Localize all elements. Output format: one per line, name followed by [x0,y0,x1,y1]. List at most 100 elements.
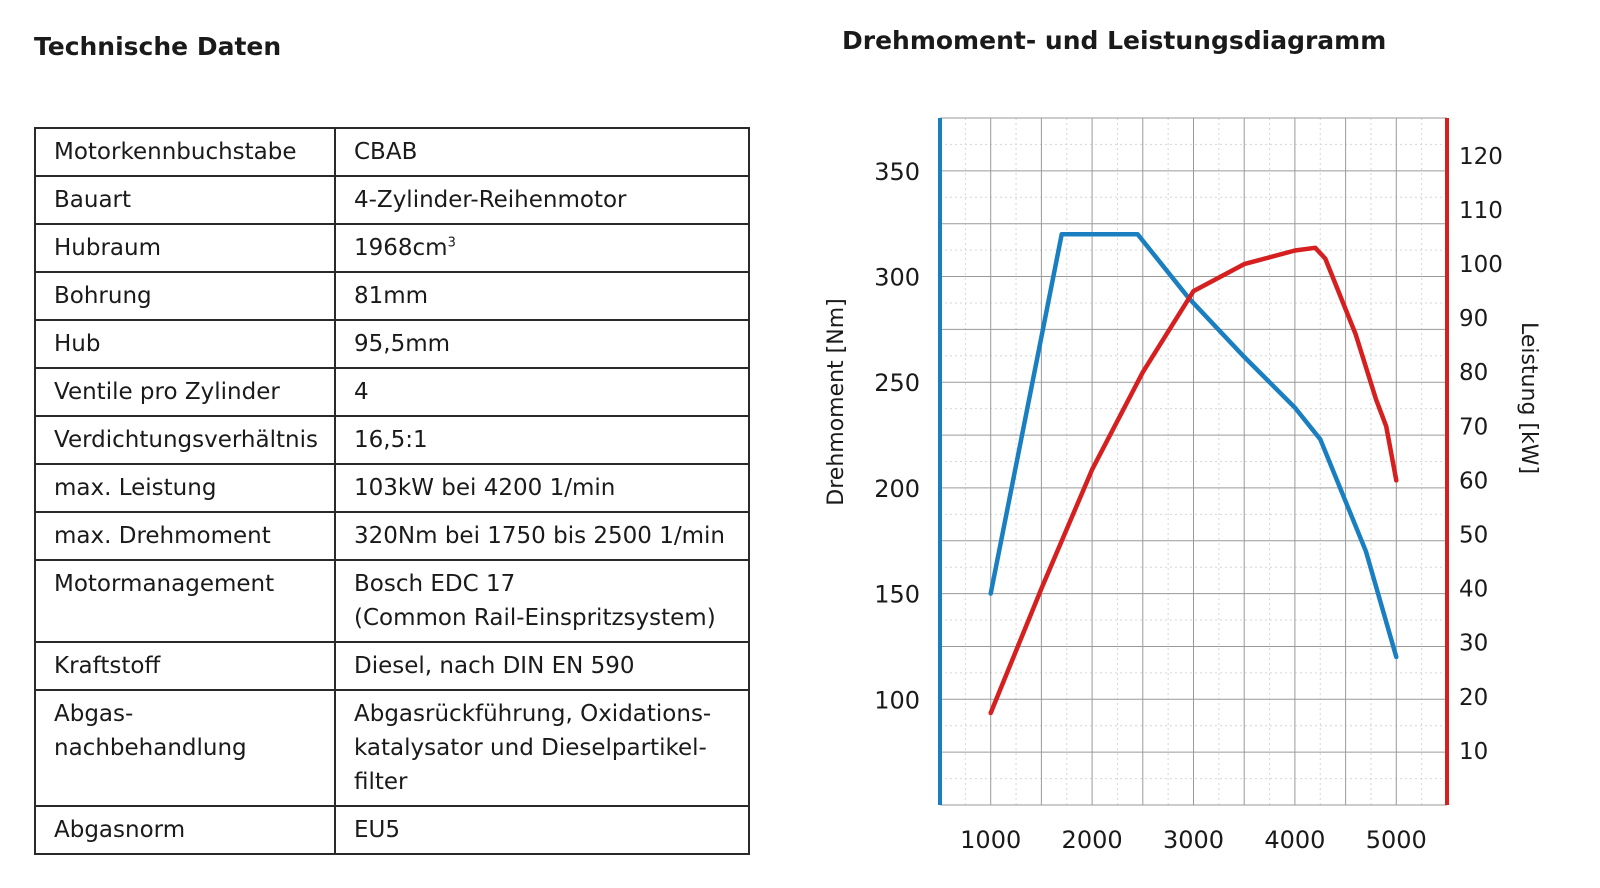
row-label: max. Leistung [34,463,336,513]
x-tick-label: 4000 [1264,826,1325,854]
row-label: Motorkennbuchstabe [34,127,336,177]
left-tick-label: 150 [874,581,920,609]
table-row: Bauart 4-Zylinder-Reihenmotor [34,175,750,225]
right-tick-label: 110 [1459,198,1503,224]
row-label-line: Verdichtungsverhältnis [54,427,318,453]
right-tick-label: 60 [1459,468,1488,494]
row-value: Bosch EDC 17 (Common Rail-Einspritzsystem… [334,559,750,643]
table-row: Abgas-nachbehandlung Abgasrückführung, Ox… [34,689,750,807]
right-tick-label: 80 [1459,360,1488,386]
chart-title: Drehmoment- und Leistungsdiagramm [842,26,1387,55]
row-value-line: 95,5mm [354,331,451,357]
table-row: Abgasnorm EU5 [34,805,750,855]
row-label-line: Hubraum [54,235,162,261]
row-value-line: filter [354,769,408,795]
table-row: Hubraum 1968cm3 [34,223,750,273]
row-value-line: 81mm [354,283,429,309]
row-value: Abgasrückführung, Oxidations-katalysator… [334,689,750,807]
right-tick-label: 90 [1459,306,1488,332]
row-label-line: Hub [54,331,101,357]
x-tick-label: 1000 [960,826,1021,854]
row-label: max. Drehmoment [34,511,336,561]
row-label-line: max. Drehmoment [54,523,271,549]
row-label: Hub [34,319,336,369]
table-row: Motorkennbuchstabe CBAB [34,127,750,177]
row-label: Ventile pro Zylinder [34,367,336,417]
row-value-line: EU5 [354,817,400,843]
x-tick-label: 3000 [1163,826,1224,854]
spec-table: Motorkennbuchstabe CBAB Bauart 4-Zylinder-R… [34,127,750,855]
left-tick-label: 250 [874,369,920,397]
row-label-line: Kraftstoff [54,653,161,679]
row-value-line: Abgasrückführung, Oxidations- [354,701,712,727]
right-axis-title: Leistung [kW] [1516,322,1541,474]
row-label-line: Abgas- [54,701,134,727]
row-value-line: (Common Rail-Einspritzsystem) [354,605,716,631]
row-value: 320Nm bei 1750 bis 2500 1/min [334,511,750,561]
table-row: max. Leistung 103kW bei 4200 1/min [34,463,750,513]
row-label: Abgasnorm [34,805,336,855]
table-title: Technische Daten [34,32,282,61]
row-value: 1968cm3 [334,223,750,273]
row-label-line: Bauart [54,187,132,213]
row-label: Hubraum [34,223,336,273]
power-curve [988,245,1399,716]
right-tick-label: 30 [1459,631,1488,657]
right-tick-label: 20 [1459,685,1488,711]
row-value: 95,5mm [334,319,750,369]
row-label-line: nachbehandlung [54,735,247,761]
left-tick-label: 100 [874,686,920,714]
table-row: Verdichtungsverhältnis 16,5:1 [34,415,750,465]
left-axis-title: Drehmoment [Nm] [824,298,849,505]
row-value-line: 103kW bei 4200 1/min [354,475,616,501]
row-value-line: Diesel, nach DIN EN 590 [354,653,635,679]
row-value-line: 4-Zylinder-Reihenmotor [354,187,627,213]
row-label-line: Ventile pro Zylinder [54,379,280,405]
right-tick-label: 100 [1459,252,1503,278]
row-value: 4 [334,367,750,417]
row-value: 4-Zylinder-Reihenmotor [334,175,750,225]
row-value: 81mm [334,271,750,321]
row-label: Abgas-nachbehandlung [34,689,336,807]
table-row: max. Drehmoment 320Nm bei 1750 bis 2500 1… [34,511,750,561]
row-value: 103kW bei 4200 1/min [334,463,750,513]
right-tick-label: 120 [1459,144,1503,170]
row-value-line: 4 [354,379,369,405]
row-label: Bauart [34,175,336,225]
row-value-line: katalysator und Dieselpartikel- [354,735,707,761]
table-row: Kraftstoff Diesel, nach DIN EN 590 [34,641,750,691]
superscript: 3 [447,235,456,251]
table-row: Hub 95,5mm [34,319,750,369]
table-row: Ventile pro Zylinder 4 [34,367,750,417]
row-label-line: Motormanagement [54,571,275,597]
left-tick-label: 200 [874,475,920,503]
row-label: Verdichtungsverhältnis [34,415,336,465]
row-label-line: Bohrung [54,283,152,309]
row-label: Motormanagement [34,559,336,643]
left-tick-label: 350 [874,158,920,186]
table-row: Motormanagement Bosch EDC 17 (Common Rail-… [34,559,750,643]
right-tick-label: 50 [1459,523,1488,549]
row-label: Bohrung [34,271,336,321]
row-value: 16,5:1 [334,415,750,465]
row-label: Kraftstoff [34,641,336,691]
row-label-line: Abgasnorm [54,817,186,843]
row-label-line: max. Leistung [54,475,217,501]
right-tick-label: 40 [1459,577,1488,603]
row-value-line: 1968cm [354,235,448,261]
row-value-line: 16,5:1 [354,427,428,453]
row-value-line: CBAB [354,139,418,165]
row-value-line: Bosch EDC 17 [354,571,516,597]
row-value: CBAB [334,127,750,177]
left-tick-label: 300 [874,264,920,292]
row-label-line: Motorkennbuchstabe [54,139,297,165]
right-tick-label: 70 [1459,414,1488,440]
right-tick-label: 10 [1459,739,1488,765]
row-value-line: 320Nm bei 1750 bis 2500 1/min [354,523,725,549]
row-value: Diesel, nach DIN EN 590 [334,641,750,691]
table-row: Bohrung 81mm [34,271,750,321]
torque-curve [988,232,1399,660]
x-tick-label: 2000 [1062,826,1123,854]
x-tick-label: 5000 [1366,826,1427,854]
